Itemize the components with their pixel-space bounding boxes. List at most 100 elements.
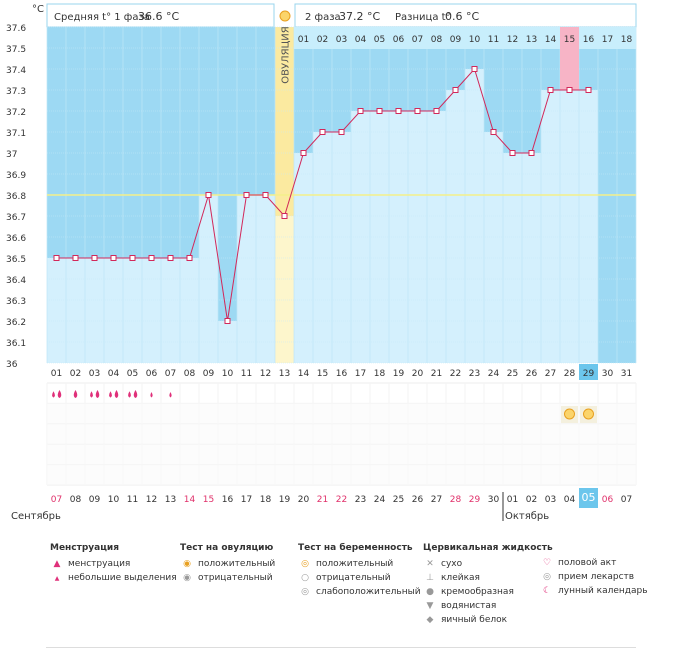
phase2-day-cell (446, 27, 465, 49)
temperature-point (509, 150, 516, 156)
phase2-day-label: 02 (317, 35, 328, 45)
phase2-day-cell (427, 27, 446, 49)
legend-item: ▼ водянистая (423, 599, 553, 613)
temperature-point (53, 255, 60, 261)
legend-item-label: сухо (441, 559, 463, 569)
y-tick-label: 37 (6, 150, 17, 160)
date-label: 28 (450, 495, 462, 505)
y-tick-label: 36.4 (6, 276, 26, 286)
legend-item-label: отрицательный (198, 573, 273, 583)
phase2-day-cell (370, 27, 389, 49)
date-label: 04 (564, 495, 576, 505)
temperature-point (148, 255, 155, 261)
phase2-label: 2 фаза (305, 12, 341, 23)
drop-icon (114, 390, 119, 398)
temp-column (104, 258, 123, 363)
cycle-day-label: 09 (203, 369, 215, 379)
cycle-day-label: 22 (450, 369, 461, 379)
legend-cervical-title: Цервикальная жидкость (423, 543, 553, 553)
phase2-day-cell (503, 27, 522, 49)
legend-item: ● кремообразная (423, 585, 553, 599)
temp-column (66, 258, 85, 363)
date-label: 23 (355, 495, 366, 505)
y-tick-label: 36 (6, 360, 18, 370)
phase2-day-label: 17 (602, 35, 613, 45)
y-tick-label: 36.3 (6, 297, 26, 307)
cycle-day-label: 10 (222, 369, 234, 379)
diff-label: Разница t° (395, 12, 451, 23)
legend-item-label: водянистая (441, 601, 497, 611)
date-label: 11 (127, 495, 138, 505)
date-label: 12 (146, 495, 157, 505)
legend-cervical: Цервикальная жидкость ✕ сухо ⊥ клейкая ● кр… (423, 543, 553, 627)
temp-column (123, 258, 142, 363)
temperature-point (110, 255, 117, 261)
cycle-day-label: 03 (89, 369, 100, 379)
legend-item: ○ отрицательный (298, 571, 421, 585)
legend-item-label: лунный календарь (558, 586, 648, 596)
cycle-day-label: 06 (146, 369, 158, 379)
phase2-day-label: 12 (507, 35, 518, 45)
legend-pregnancy-title: Тест на беременность (298, 543, 413, 553)
cycle-day-label: 29 (583, 369, 595, 379)
temperature-point (186, 255, 193, 261)
temp-column (579, 90, 598, 363)
heart-icon: ♡ (542, 558, 552, 568)
watery-icon: ▼ (426, 601, 434, 611)
phase2-day-label: 01 (298, 35, 309, 45)
sun-icon (564, 408, 575, 420)
date-label: 22 (336, 495, 347, 505)
drop-icon (73, 390, 78, 398)
date-label: 09 (89, 495, 101, 505)
cycle-day-label: 15 (317, 369, 328, 379)
phase2-day-label: 07 (412, 35, 423, 45)
cycle-day-label: 21 (431, 369, 442, 379)
phase2-day-label: 14 (545, 35, 557, 45)
phase2-day-label: 18 (621, 35, 633, 45)
temperature-point (319, 129, 326, 135)
date-label: 17 (241, 495, 252, 505)
phase2-day-cell (313, 27, 332, 49)
cycle-day-label: 27 (545, 369, 556, 379)
cycle-day-label: 31 (621, 369, 632, 379)
cycle-day-label: 02 (70, 369, 81, 379)
temp-column (142, 258, 161, 363)
cycle-day-label: 07 (165, 369, 176, 379)
small-drop-icon (169, 392, 172, 398)
phase2-day-cell (484, 27, 503, 49)
temperature-point (224, 318, 231, 324)
temp-column (47, 258, 66, 363)
creamy-icon: ● (426, 587, 434, 597)
date-label: 07 (51, 495, 62, 505)
legend-item-label: слабоположительный (316, 587, 421, 597)
y-tick-label: 36.1 (6, 339, 26, 349)
legend-item: ◆ яичный белок (423, 613, 553, 627)
ovulation-label: ОВУЛЯЦИЯ (281, 26, 292, 84)
sun-icon (583, 408, 594, 420)
legend-item: ♡ половой акт (540, 556, 648, 570)
phase2-day-cell (522, 27, 541, 49)
legend-item: ◎ прием лекарств (540, 570, 648, 584)
date-label: 16 (222, 495, 234, 505)
phase2-day-cell (617, 27, 636, 49)
legend-pregnancy-test: Тест на беременность ◎ положительный ○ отр… (298, 543, 421, 599)
y-tick-label: 36.6 (6, 234, 26, 244)
cycle-day-label: 20 (412, 369, 424, 379)
temperature-point (566, 87, 573, 93)
y-tick-label: 36.8 (6, 192, 26, 202)
circle-icon: ◎ (301, 587, 309, 597)
phase2-day-label: 13 (526, 35, 537, 45)
cycle-day-label: 19 (393, 369, 405, 379)
temperature-point (205, 192, 212, 198)
temp-column (446, 90, 465, 363)
y-tick-label: 36.5 (6, 255, 26, 265)
cross-icon: ✕ (426, 559, 434, 569)
phase2-day-cell (541, 27, 560, 49)
temperature-point (300, 150, 307, 156)
temp-column (161, 258, 180, 363)
month-left-label: Сентябрь (11, 511, 61, 522)
y-tick-label: 37.6 (6, 24, 26, 34)
legend-ovulation-test: Тест на овуляцию ◉ положительный ◉ отрицат… (180, 543, 275, 585)
month-right-label: Октябрь (505, 511, 549, 522)
